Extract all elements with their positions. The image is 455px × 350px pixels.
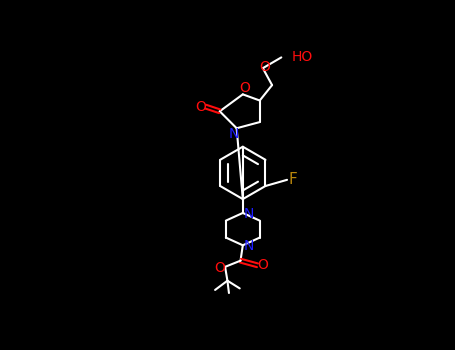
Text: F: F: [289, 172, 298, 187]
Text: O: O: [239, 81, 250, 95]
Text: O: O: [258, 258, 268, 272]
Text: N: N: [244, 239, 254, 253]
Text: O: O: [195, 100, 206, 114]
Text: O: O: [260, 61, 271, 75]
Text: O: O: [214, 261, 225, 275]
Text: HO: HO: [292, 50, 313, 64]
Text: N: N: [228, 127, 239, 141]
Text: N: N: [244, 207, 254, 221]
